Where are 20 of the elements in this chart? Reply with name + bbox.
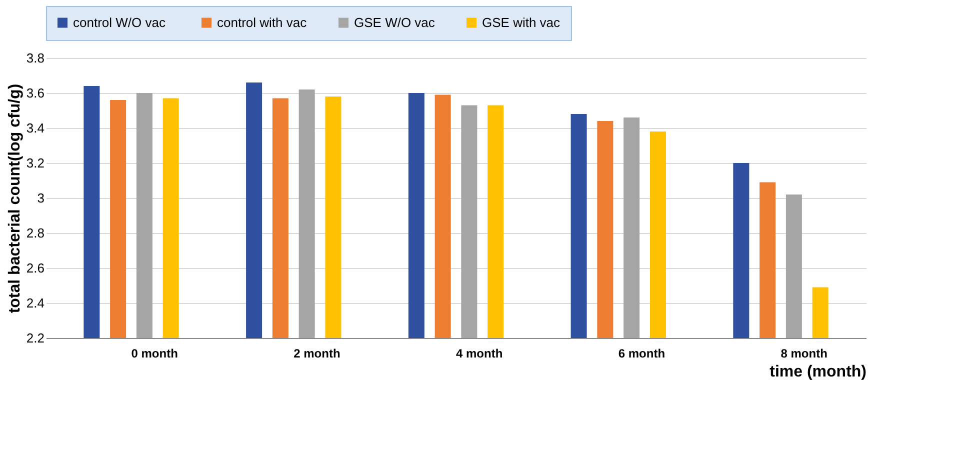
- y-axis-title: total bacterial count(log cfu/g): [6, 84, 24, 314]
- x-axis-title: time (month): [770, 364, 866, 380]
- legend-label: control with vac: [217, 14, 308, 30]
- y-tick-label: 2.6: [26, 260, 44, 276]
- x-tick-label: 4 month: [456, 346, 503, 360]
- legend-label: GSE W/O vac: [354, 14, 436, 30]
- y-tick-label: 3.2: [26, 156, 44, 170]
- y-tick-label: 2.4: [26, 296, 44, 310]
- legend-label: GSE with vac: [482, 14, 561, 30]
- y-tick-label: 3: [37, 190, 44, 206]
- y-tick-label: 2.2: [26, 330, 44, 346]
- y-tick-label: 3.8: [26, 50, 44, 66]
- legend-label: control W/O vac: [73, 14, 166, 30]
- y-tick-label: 2.8: [26, 226, 44, 240]
- x-tick-label: 0 month: [131, 346, 178, 360]
- y-tick-label: 3.4: [26, 120, 44, 136]
- x-tick-label: 2 month: [294, 346, 340, 360]
- y-tick-label: 3.6: [26, 86, 44, 100]
- x-tick-label: 8 month: [780, 346, 828, 360]
- x-tick-label: 6 month: [618, 346, 666, 360]
